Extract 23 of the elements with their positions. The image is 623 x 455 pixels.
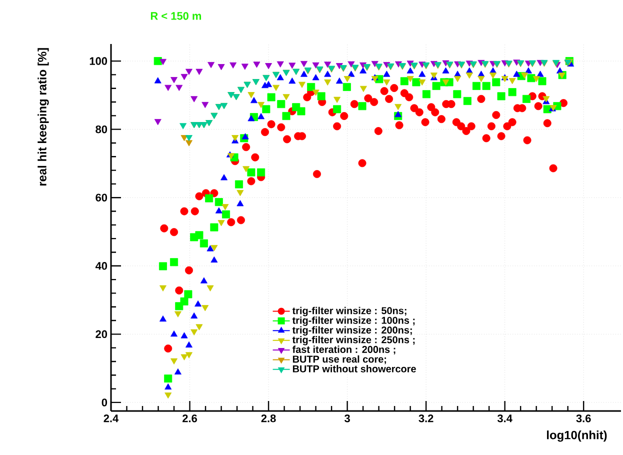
legend-label: BUTP without showercore — [292, 365, 416, 372]
y-tick-label: 100 — [90, 57, 108, 65]
x-axis-title: log10(nhit) — [547, 430, 607, 442]
y-axis-title: real hit keeping ratio [%] — [38, 48, 49, 186]
x-tick-label: 2.8 — [261, 414, 276, 422]
y-tick-label: 20 — [96, 330, 108, 338]
legend-label: trig-filter winsize : 200ns; — [292, 326, 412, 336]
x-tick-label: 2.6 — [182, 414, 197, 422]
x-tick-label: 3.4 — [497, 414, 512, 422]
x-tick-label: 2.4 — [104, 414, 119, 422]
x-tick-label: 3.6 — [576, 414, 591, 422]
y-tick-label: 40 — [95, 262, 108, 270]
legend-label: BUTP use real core; — [292, 355, 386, 364]
legend-label: trig-filter winsize : 250ns ; — [292, 336, 415, 346]
chart-title: R < 150 m — [150, 12, 202, 20]
y-tick-label: 0 — [102, 398, 108, 406]
x-tick-label: 3.2 — [418, 414, 434, 422]
y-tick-label: 80 — [96, 125, 108, 134]
legend-label: trig-filter winsize : 50ns; — [292, 306, 406, 316]
x-tick-label: 3 — [344, 414, 350, 422]
legend-label: fast iteration : 200ns ; — [292, 346, 396, 354]
y-tick-label: 60 — [96, 194, 108, 202]
legend-label: trig-filter winsize : 100ns ; — [292, 316, 415, 326]
